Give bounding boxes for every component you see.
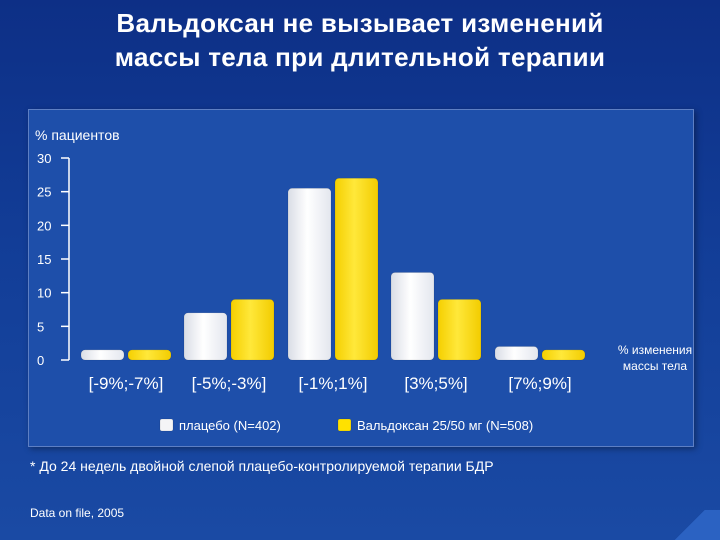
y-tick-label: 5	[37, 319, 44, 334]
source-note: Data on file, 2005	[30, 506, 125, 520]
bar-valdoxan	[230, 299, 275, 361]
slide-title: Вальдоксан не вызывает изменений массы т…	[0, 6, 720, 74]
y-tick-label: 25	[37, 185, 51, 200]
bar-placebo	[494, 346, 539, 361]
y-tick-label: 15	[37, 252, 51, 267]
x-tick-label: [3%;5%]	[404, 374, 467, 393]
x-axis-title-line-2: массы тела	[623, 359, 688, 373]
legend-swatch-valdoxan	[337, 418, 352, 432]
legend-label-placebo: плацебо (N=402)	[179, 418, 281, 433]
x-tick-label: [-9%;-7%]	[89, 374, 164, 393]
bar-placebo	[287, 188, 332, 361]
bar-valdoxan	[541, 349, 586, 361]
chart-panel: 0 5 10 15 20 25 30 [-9%;-7%] [-5%;-3%] [-1%;1%] […	[28, 109, 694, 447]
bar-placebo	[183, 312, 228, 361]
bar-valdoxan	[127, 349, 172, 361]
corner-decoration	[660, 510, 720, 540]
legend-label-valdoxan: Вальдоксан 25/50 мг (N=508)	[357, 418, 533, 433]
x-tick-label: [7%;9%]	[508, 374, 571, 393]
y-tick-label: 10	[37, 286, 51, 301]
y-axis-title: % пациентов	[35, 127, 120, 143]
x-tick-label: [-5%;-3%]	[192, 374, 267, 393]
bar-placebo	[80, 349, 125, 361]
legend-swatch-placebo	[159, 418, 174, 432]
x-axis-title: % изменения	[618, 343, 692, 357]
y-tick-label: 20	[37, 218, 51, 233]
footnote: * До 24 недель двойной слепой плацебо-ко…	[30, 458, 494, 474]
y-tick-label: 30	[37, 151, 51, 166]
bar-valdoxan	[334, 177, 379, 361]
slide-title-line-2: массы тела при длительной терапии	[114, 42, 606, 72]
bar-placebo	[390, 272, 435, 361]
slide-title-line-1: Вальдоксан не вызывает изменений	[116, 8, 604, 38]
bar-chart: 0 5 10 15 20 25 30 [-9%;-7%] [-5%;-3%] [-1%;1%] […	[35, 127, 692, 433]
bar-valdoxan	[437, 299, 482, 361]
x-tick-label: [-1%;1%]	[299, 374, 368, 393]
y-tick-label: 0	[37, 353, 44, 368]
